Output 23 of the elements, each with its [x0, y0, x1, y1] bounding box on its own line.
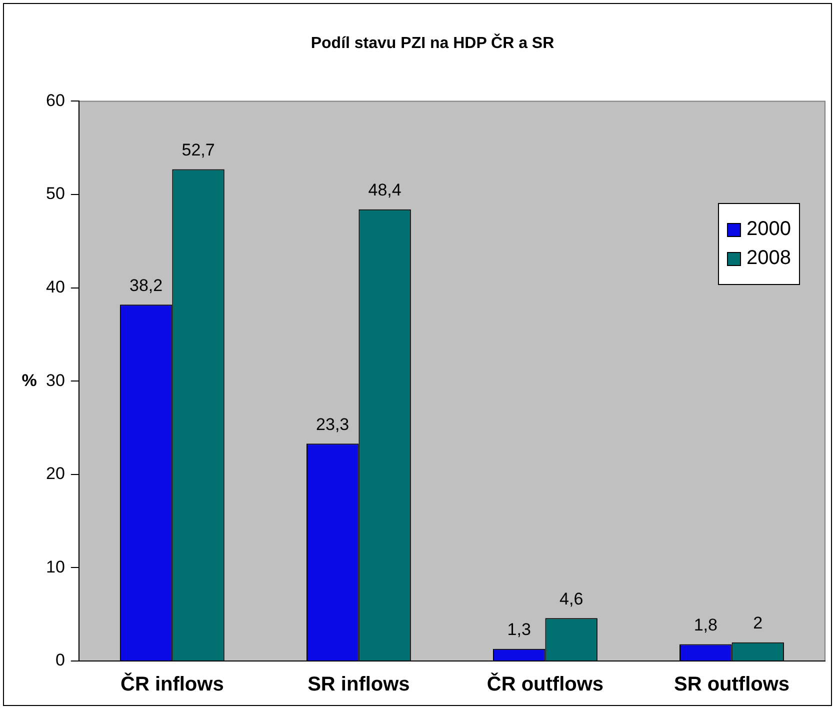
x-tick-label: SR inflows	[308, 674, 410, 696]
x-tick-label: SR outflows	[674, 674, 790, 696]
legend-label: 2000	[746, 218, 791, 241]
data-label: 38,2	[130, 276, 163, 295]
x-tick-label: ČR inflows	[120, 672, 224, 696]
data-label: 1,8	[694, 615, 718, 634]
data-label: 2	[753, 614, 763, 633]
data-label: 4,6	[560, 589, 584, 608]
y-tick-label: 0	[55, 650, 65, 670]
data-label: 48,4	[368, 180, 402, 200]
y-tick-label: 30	[46, 370, 65, 390]
data-label: 52,7	[182, 140, 215, 160]
y-tick-label: 10	[46, 557, 65, 576]
y-tick-label: 50	[46, 184, 65, 204]
y-axis-title: %	[22, 370, 37, 390]
y-tick-label: 40	[46, 277, 65, 296]
data-label: 1,3	[507, 620, 531, 640]
y-tick-label: 20	[46, 464, 65, 484]
legend-label: 2008	[746, 247, 791, 270]
y-tick-label: 60	[46, 90, 65, 110]
x-tick-label: ČR outflows	[486, 672, 604, 696]
data-label: 23,3	[316, 414, 350, 434]
chart-title: Podíl stavu PZI na HDP ČR a SR	[310, 33, 555, 52]
